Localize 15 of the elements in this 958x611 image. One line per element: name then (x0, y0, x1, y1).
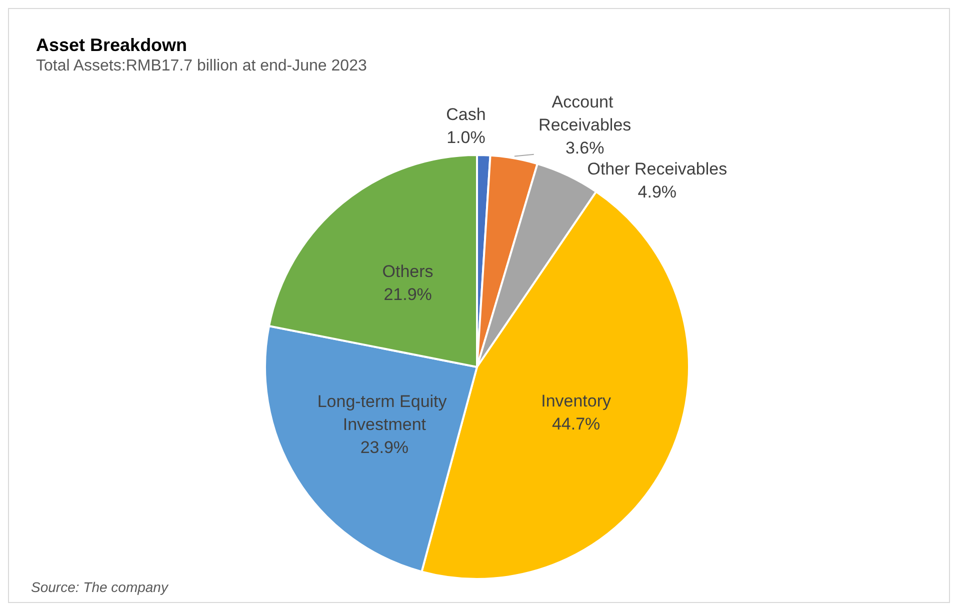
data-label: 1.0% (446, 128, 486, 148)
slice-label: Others (382, 262, 434, 281)
data-label: 3.6% (565, 138, 604, 158)
slice-label: Long-term Equity Investment (317, 392, 452, 434)
slice-label: Other Receivables (587, 159, 728, 178)
data-label: 4.9% (638, 182, 677, 202)
chart-subtitle: Total Assets:RMB17.7 billion at end-June 2023 (36, 58, 367, 74)
slice-label: Cash (446, 105, 486, 124)
text: Asset Breakdown (36, 35, 188, 55)
data-label: 44.7% (552, 414, 600, 434)
slice-label: Account Receivables (538, 92, 632, 134)
data-label: 21.9% (384, 284, 432, 304)
data-label: 23.9% (360, 438, 409, 458)
slice-label: Inventory (541, 391, 612, 410)
source-note: Source: The company (31, 579, 169, 595)
